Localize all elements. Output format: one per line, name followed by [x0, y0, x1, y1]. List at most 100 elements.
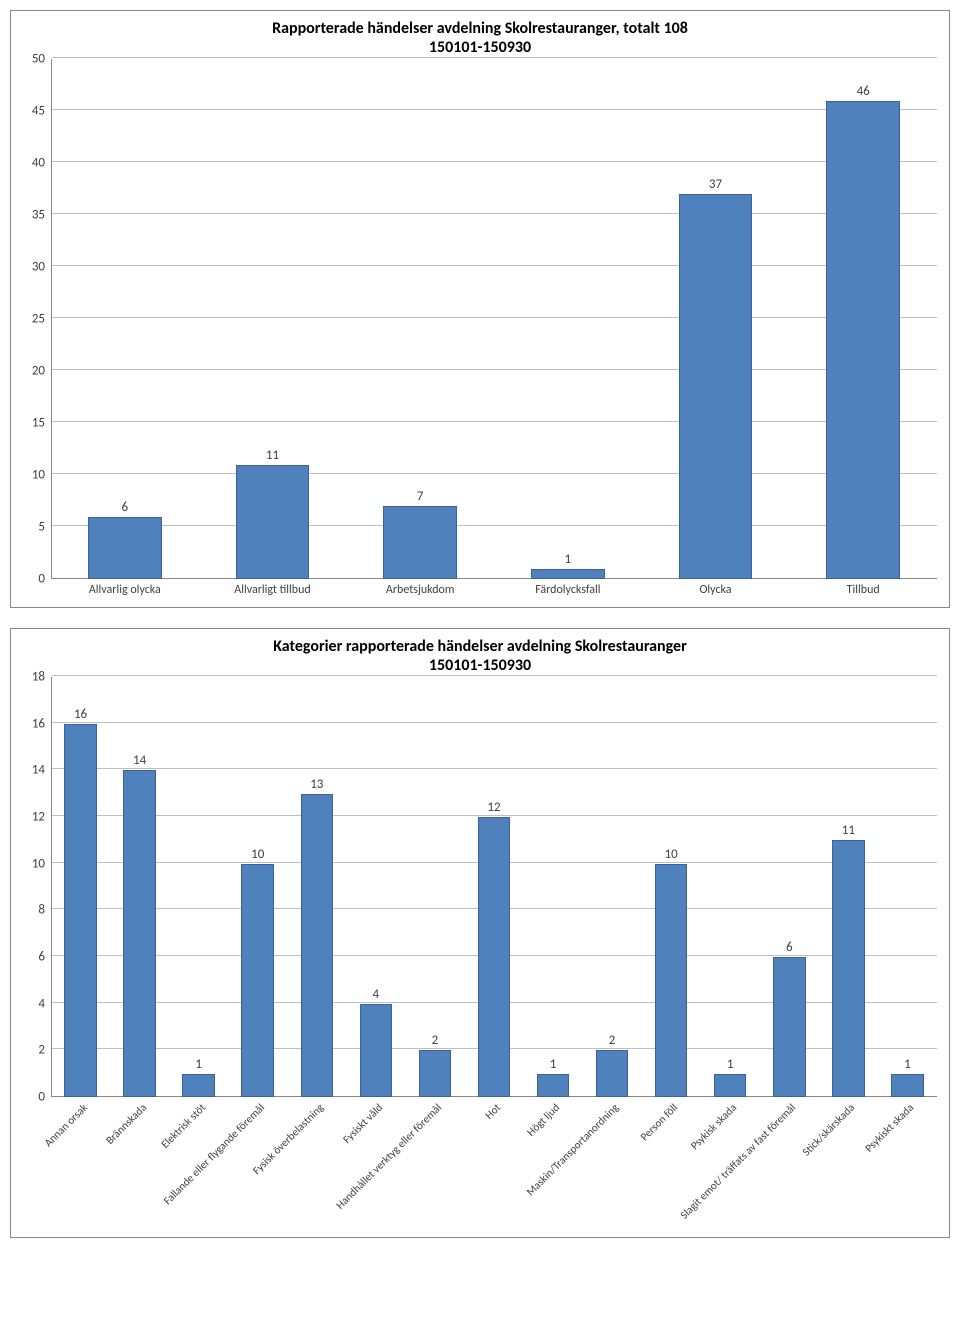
chart-1-bars: 611713746 [51, 59, 937, 579]
bar [64, 724, 96, 1097]
chart-1-title-line2: 150101-150930 [429, 38, 531, 57]
bar-slot: 1 [169, 677, 228, 1097]
bar [826, 101, 900, 579]
bar-value-label: 1 [701, 1057, 760, 1072]
xtick-label: Slagit emot/ träffats av fast föremål [760, 1097, 819, 1237]
ytick-label: 15 [32, 416, 45, 431]
bar-value-label: 11 [819, 823, 878, 838]
bar-value-label: 1 [494, 552, 642, 567]
chart-2-title-line2: 150101-150930 [429, 656, 531, 675]
ytick-label: 25 [32, 312, 45, 327]
bar-slot: 11 [819, 677, 878, 1097]
xtick-label: Maskin/Transportanordning [583, 1097, 642, 1237]
bar-slot: 2 [405, 677, 464, 1097]
bar [531, 569, 605, 579]
ytick-label: 6 [38, 950, 45, 965]
ytick-label: 30 [32, 260, 45, 275]
ytick-label: 10 [32, 856, 45, 871]
ytick-label: 4 [38, 996, 45, 1011]
ytick-label: 16 [32, 716, 45, 731]
xtick-label: Brännskada [110, 1097, 169, 1237]
bar-slot: 6 [760, 677, 819, 1097]
bar-value-label: 13 [287, 777, 346, 792]
bar-slot: 10 [228, 677, 287, 1097]
bar-value-label: 10 [228, 847, 287, 862]
bar [419, 1050, 451, 1097]
bar-slot: 6 [51, 59, 199, 579]
bar [596, 1050, 628, 1097]
ytick-label: 50 [32, 52, 45, 67]
bar-slot: 1 [494, 59, 642, 579]
bar-value-label: 2 [405, 1033, 464, 1048]
bar [241, 864, 273, 1097]
bar-slot: 37 [642, 59, 790, 579]
bar [679, 194, 753, 579]
chart-1-container: Rapporterade händelser avdelning Skolres… [10, 10, 950, 608]
bar-slot: 2 [583, 677, 642, 1097]
bar-slot: 13 [287, 677, 346, 1097]
chart-1-title-line1: Rapporterade händelser avdelning Skolres… [272, 19, 688, 38]
bar [832, 840, 864, 1097]
bar-slot: 10 [642, 677, 701, 1097]
bar [236, 465, 310, 579]
ytick-label: 12 [32, 810, 45, 825]
ytick-label: 35 [32, 208, 45, 223]
bar [182, 1074, 214, 1097]
bar-slot: 7 [346, 59, 494, 579]
chart-2-xaxis: Annan orsakBrännskadaElektrisk stötFalla… [51, 1097, 937, 1237]
bar-value-label: 1 [878, 1057, 937, 1072]
xtick-label: Olycka [642, 579, 790, 597]
xtick-label: Psykiskt skada [878, 1097, 937, 1237]
ytick-label: 18 [32, 670, 45, 685]
bar-value-label: 16 [51, 707, 110, 722]
xtick-label: Arbetsjukdom [346, 579, 494, 597]
ytick-label: 40 [32, 156, 45, 171]
xtick-label: Färdolycksfall [494, 579, 642, 597]
bar [773, 957, 805, 1097]
bar-value-label: 1 [169, 1057, 228, 1072]
bar-slot: 14 [110, 677, 169, 1097]
bar [88, 517, 162, 579]
ytick-label: 5 [38, 520, 45, 535]
bar [301, 794, 333, 1097]
bar [891, 1074, 923, 1097]
bar [655, 864, 687, 1097]
ytick-label: 20 [32, 364, 45, 379]
bar-value-label: 10 [642, 847, 701, 862]
bar-slot: 1 [524, 677, 583, 1097]
chart-2-title: Kategorier rapporterade händelser avdeln… [11, 629, 949, 677]
bar-value-label: 7 [346, 489, 494, 504]
bar-value-label: 37 [642, 177, 790, 192]
bar-value-label: 12 [464, 800, 523, 815]
gridline [52, 675, 937, 676]
bar [123, 770, 155, 1097]
xtick-label: Tillbud [789, 579, 937, 597]
bar-value-label: 4 [346, 987, 405, 1002]
xtick-label: Fysisk överbelastning [287, 1097, 346, 1237]
xtick-label: Allvarligt tillbud [199, 579, 347, 597]
bar-value-label: 6 [51, 500, 199, 515]
ytick-label: 8 [38, 903, 45, 918]
bar [360, 1004, 392, 1097]
chart-2-plot: 024681012141618 1614110134212121016111 [11, 677, 949, 1097]
bar [478, 817, 510, 1097]
chart-2-container: Kategorier rapporterade händelser avdeln… [10, 628, 950, 1238]
chart-1-xaxis: Allvarlig olyckaAllvarligt tillbudArbets… [51, 579, 937, 607]
bar [383, 506, 457, 579]
bar [537, 1074, 569, 1097]
xtick-label: Allvarlig olycka [51, 579, 199, 597]
ytick-label: 14 [32, 763, 45, 778]
xtick-label: Handhållet verktyg eller föremål [405, 1097, 464, 1237]
chart-2-title-line1: Kategorier rapporterade händelser avdeln… [273, 637, 687, 656]
ytick-label: 0 [38, 572, 45, 587]
bar-slot: 4 [346, 677, 405, 1097]
bar-slot: 1 [701, 677, 760, 1097]
chart-1-plot: 05101520253035404550 611713746 [11, 59, 949, 579]
chart-1-yaxis: 05101520253035404550 [11, 59, 51, 579]
ytick-label: 0 [38, 1090, 45, 1105]
xtick-label: Stick/skärskada [819, 1097, 878, 1237]
xtick-label: Annan orsak [51, 1097, 110, 1237]
bar-value-label: 6 [760, 940, 819, 955]
bar-value-label: 1 [524, 1057, 583, 1072]
bar-slot: 11 [199, 59, 347, 579]
